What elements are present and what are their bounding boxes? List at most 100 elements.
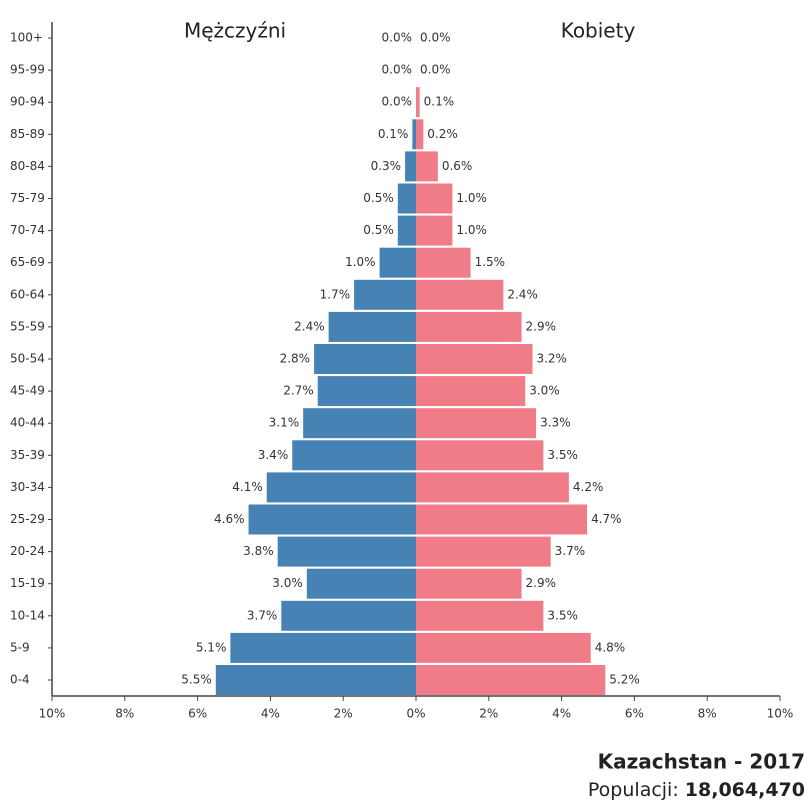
bar	[314, 344, 416, 374]
value-label: 4.6%	[214, 512, 245, 526]
y-tick-label: 70-74	[10, 223, 45, 237]
bar	[277, 536, 416, 567]
bar	[416, 247, 471, 278]
bar	[328, 311, 416, 342]
x-tick-label: 4%	[261, 707, 280, 721]
y-tick-label: 0-4	[10, 673, 30, 687]
x-tick-label: 0%	[406, 707, 425, 721]
value-label: 0.5%	[363, 191, 394, 205]
value-label: 5.2%	[609, 673, 640, 687]
x-tick-label: 6%	[625, 707, 644, 721]
value-label: 3.4%	[258, 448, 289, 462]
bar	[416, 376, 526, 407]
value-label: 5.5%	[181, 673, 212, 687]
x-tick-label: 10%	[767, 707, 794, 721]
value-label: 0.0%	[420, 31, 451, 45]
chart-title: Kazachstan - 2017	[598, 750, 805, 774]
population-label: Populacji:	[588, 779, 679, 801]
value-label: 2.4%	[294, 319, 325, 333]
value-label: 0.1%	[378, 127, 409, 141]
bar	[248, 504, 416, 535]
value-label: 3.0%	[272, 576, 303, 590]
y-tick-label: 55-59	[10, 319, 45, 333]
x-tick-label: 6%	[188, 707, 207, 721]
bar	[416, 504, 588, 535]
legend-female: Kobiety	[561, 19, 636, 43]
x-tick-label: 2%	[334, 707, 353, 721]
value-label: 0.0%	[382, 31, 413, 45]
value-label: 1.7%	[320, 287, 351, 301]
bar	[416, 536, 551, 567]
y-tick-label: 45-49	[10, 384, 45, 398]
legend-male: Mężczyźni	[184, 19, 286, 43]
bar	[416, 183, 453, 214]
x-tick-label: 2%	[479, 707, 498, 721]
bar	[266, 472, 416, 503]
value-label: 0.6%	[442, 159, 473, 173]
bar	[416, 215, 453, 246]
y-tick-label: 85-89	[10, 127, 45, 141]
x-tick-label: 4%	[552, 707, 571, 721]
value-label: 2.4%	[507, 287, 538, 301]
value-label: 3.7%	[247, 608, 278, 622]
value-label: 3.8%	[243, 544, 274, 558]
bar	[215, 665, 416, 695]
value-label: 3.2%	[536, 352, 567, 366]
y-tick-label: 5-9	[10, 640, 30, 654]
value-label: 4.2%	[573, 480, 604, 494]
bar	[416, 632, 591, 663]
value-label: 5.1%	[196, 640, 227, 654]
y-tick-label: 95-99	[10, 63, 45, 77]
value-label: 3.1%	[269, 416, 300, 430]
y-tick-label: 60-64	[10, 287, 45, 301]
value-label: 4.7%	[591, 512, 622, 526]
value-label: 3.5%	[547, 448, 578, 462]
y-tick-label: 75-79	[10, 191, 45, 205]
bar	[416, 472, 569, 503]
value-label: 4.8%	[595, 640, 626, 654]
bar	[397, 183, 416, 214]
value-label: 1.0%	[456, 191, 487, 205]
y-tick-label: 65-69	[10, 255, 45, 269]
value-label: 0.0%	[420, 63, 451, 77]
value-label: 3.0%	[529, 384, 560, 398]
value-label: 0.2%	[427, 127, 458, 141]
bar	[416, 440, 544, 471]
y-tick-label: 15-19	[10, 576, 45, 590]
value-label: 0.0%	[382, 63, 413, 77]
y-tick-label: 50-54	[10, 352, 45, 366]
bar	[281, 600, 416, 631]
y-tick-label: 35-39	[10, 448, 45, 462]
bar	[412, 119, 416, 150]
value-label: 0.3%	[371, 159, 402, 173]
bar	[416, 151, 438, 182]
value-label: 3.7%	[555, 544, 586, 558]
y-tick-label: 80-84	[10, 159, 45, 173]
value-label: 2.8%	[280, 352, 311, 366]
y-tick-label: 90-94	[10, 95, 45, 109]
value-label: 0.5%	[363, 223, 394, 237]
bar	[397, 215, 416, 246]
y-tick-label: 40-44	[10, 416, 45, 430]
value-label: 1.0%	[456, 223, 487, 237]
bar	[416, 311, 522, 342]
bar	[416, 87, 420, 118]
bar	[230, 632, 416, 663]
value-label: 1.0%	[345, 255, 376, 269]
bar	[416, 344, 533, 374]
value-label: 1.5%	[475, 255, 506, 269]
y-tick-label: 20-24	[10, 544, 45, 558]
bar	[416, 568, 522, 599]
x-tick-label: 10%	[39, 707, 66, 721]
population: Populacji: 18,064,470	[588, 779, 805, 801]
bar	[306, 568, 416, 599]
y-tick-label: 100+	[10, 31, 43, 45]
bar	[405, 151, 416, 182]
value-label: 3.5%	[547, 608, 578, 622]
bar	[379, 247, 416, 278]
y-tick-label: 25-29	[10, 512, 45, 526]
bar	[416, 119, 424, 150]
bar	[416, 279, 504, 310]
value-label: 0.0%	[382, 95, 413, 109]
